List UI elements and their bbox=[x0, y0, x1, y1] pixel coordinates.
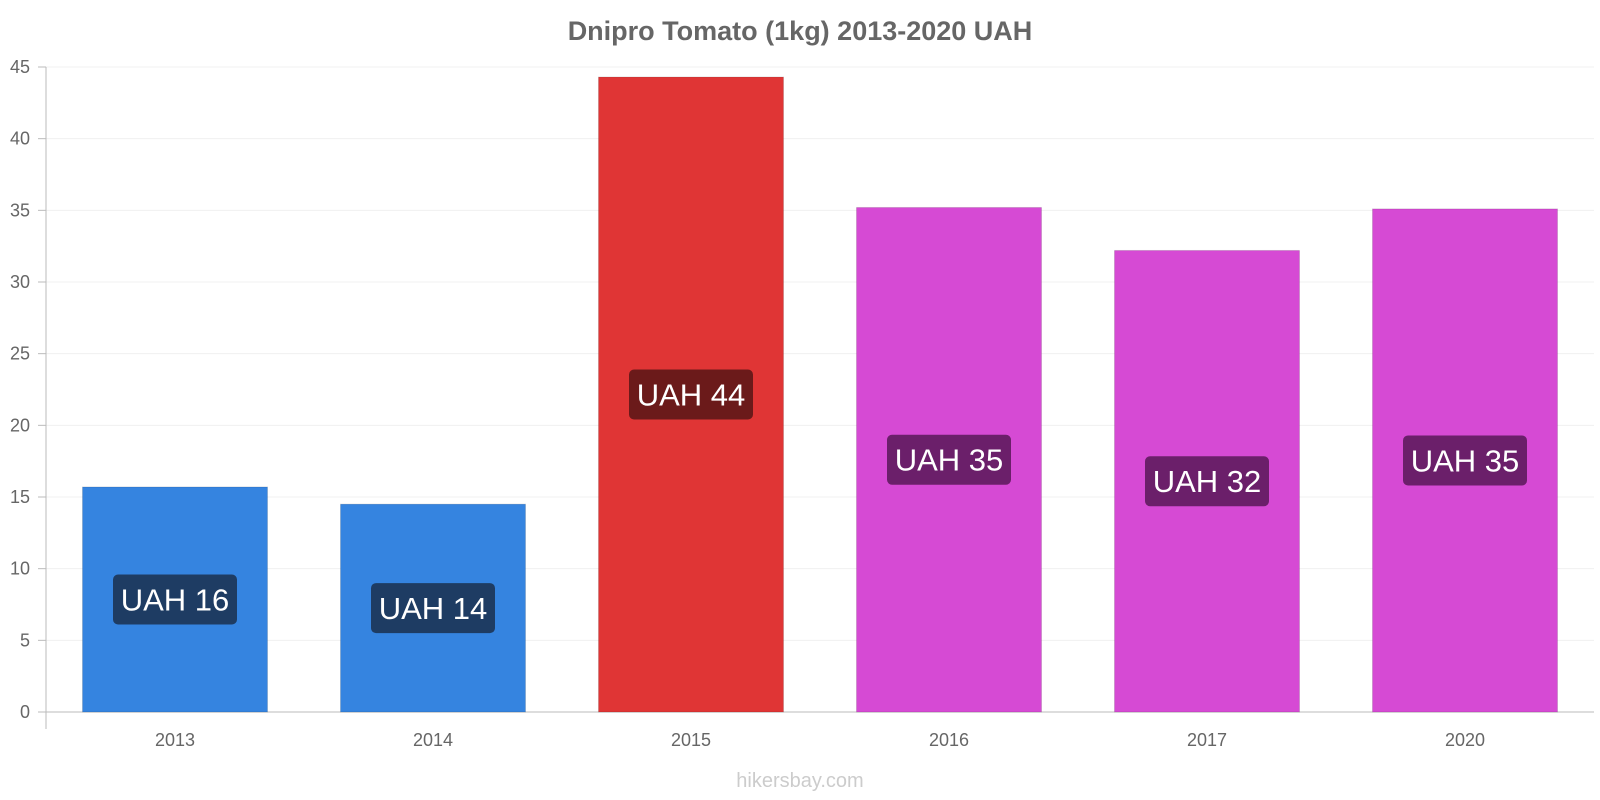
bars bbox=[82, 76, 1558, 713]
data-label: UAH 35 bbox=[895, 443, 1004, 478]
x-tick-label: 2020 bbox=[1445, 730, 1485, 750]
y-tick-label: 10 bbox=[10, 559, 30, 579]
y-tick-label: 25 bbox=[10, 344, 30, 364]
x-tick-label: 2017 bbox=[1187, 730, 1227, 750]
data-labels: UAH 16 UAH 14 UAH 44 UAH 35 UAH 32 UAH 35 bbox=[113, 369, 1527, 634]
y-tick-label: 45 bbox=[10, 57, 30, 77]
axes bbox=[38, 66, 1594, 729]
data-label-box bbox=[629, 369, 753, 420]
x-tick-label: 2014 bbox=[413, 730, 453, 750]
grid-lines bbox=[46, 66, 1594, 641]
y-tick-label: 0 bbox=[20, 702, 30, 722]
footer-watermark: hikersbay.com bbox=[736, 770, 864, 792]
y-tick-label: 15 bbox=[10, 487, 30, 507]
data-label-box bbox=[371, 583, 495, 634]
chart-title: Dnipro Tomato (1kg) 2013-2020 UAH bbox=[567, 16, 1033, 46]
data-label: UAH 32 bbox=[1153, 464, 1262, 499]
tick-labels: 0 5 10 15 20 25 30 35 40 45 2013 2014 2015 2016 2017 20… bbox=[10, 57, 1485, 750]
data-label-box bbox=[113, 574, 237, 625]
data-label-box bbox=[1403, 435, 1527, 486]
x-tick-label: 2016 bbox=[929, 730, 969, 750]
x-tick-label: 2013 bbox=[155, 730, 195, 750]
x-tick-label: 2015 bbox=[671, 730, 711, 750]
data-label: UAH 35 bbox=[1411, 443, 1520, 478]
y-tick-label: 30 bbox=[10, 272, 30, 292]
data-label-box bbox=[1145, 456, 1269, 507]
data-label-box bbox=[887, 434, 1011, 485]
data-label: UAH 14 bbox=[379, 591, 488, 626]
data-label: UAH 44 bbox=[637, 378, 746, 413]
y-tick-label: 40 bbox=[10, 129, 30, 149]
y-tick-label: 5 bbox=[20, 630, 30, 650]
y-tick-label: 20 bbox=[10, 415, 30, 435]
y-tick-label: 35 bbox=[10, 200, 30, 220]
data-label: UAH 16 bbox=[121, 582, 230, 617]
